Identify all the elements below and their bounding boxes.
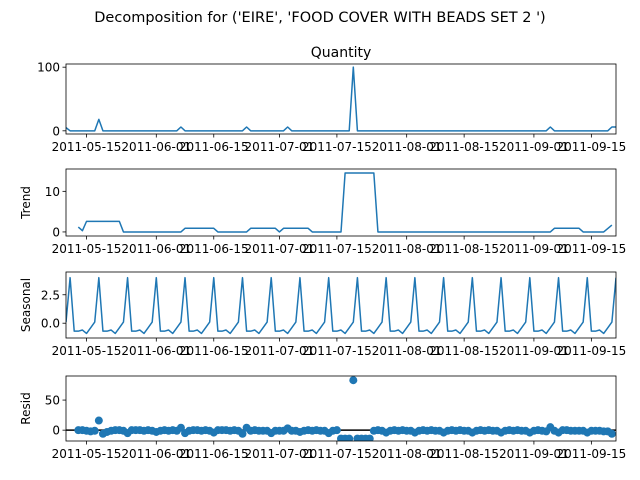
y-tick-label: 0 — [52, 424, 60, 438]
series-group — [77, 172, 613, 233]
resid-point — [90, 426, 99, 435]
axes-frame — [65, 63, 617, 135]
series-group — [74, 376, 616, 441]
x-tick-label: 2011-06-01 — [121, 447, 191, 461]
x-tick-label: 2011-06-01 — [121, 344, 191, 358]
x-tick-label: 2011-05-15 — [52, 344, 122, 358]
y-tick-label: 2.5 — [41, 288, 60, 302]
x-tick-label: 2011-08-15 — [429, 242, 499, 256]
x-tick-label: 2011-09-01 — [499, 447, 569, 461]
x-tick-label: 2011-09-15 — [556, 140, 626, 154]
y-axis-label: Seasonal — [19, 278, 33, 332]
x-tick-label: 2011-07-15 — [302, 140, 372, 154]
axes-frame — [65, 271, 617, 339]
series-line — [77, 172, 613, 233]
resid-point — [238, 429, 247, 438]
resid-point — [345, 434, 354, 441]
x-tick-label: 2011-07-01 — [245, 447, 315, 461]
resid-point — [607, 429, 616, 438]
x-tick-label: 2011-08-01 — [372, 447, 442, 461]
x-tick-label: 2011-09-15 — [556, 447, 626, 461]
x-tick-label: 2011-05-15 — [52, 140, 122, 154]
x-tick-label: 2011-08-01 — [372, 242, 442, 256]
x-tick-label: 2011-07-01 — [245, 242, 315, 256]
x-tick-label: 2011-09-01 — [499, 344, 569, 358]
x-tick-label: 2011-09-15 — [556, 344, 626, 358]
x-tick-label: 2011-09-01 — [499, 140, 569, 154]
panel-1: Quantity 0 100 2011-05-15 2011-06-012011-06-… — [37, 45, 626, 154]
y-tick-label: 0.0 — [41, 317, 60, 331]
axes-frame — [65, 168, 617, 237]
seasonal-line — [66, 276, 616, 335]
axes-frame — [65, 375, 617, 442]
y-tick-label: 0 — [52, 225, 60, 239]
resid-point — [349, 376, 358, 385]
x-tick-label: 2011-07-01 — [245, 140, 315, 154]
figure-suptitle: Decomposition for ('EIRE', 'FOOD COVER W… — [94, 10, 545, 26]
x-tick-label: 2011-09-01 — [499, 242, 569, 256]
y-tick-label: 10 — [45, 185, 60, 199]
x-tick-label: 2011-08-01 — [372, 344, 442, 358]
x-tick-label: 2011-06-15 — [179, 140, 249, 154]
x-tick-label: 2011-09-15 — [556, 242, 626, 256]
x-tick-label: 2011-08-15 — [429, 140, 499, 154]
x-tick-label: 2011-07-15 — [302, 344, 372, 358]
x-tick-label: 2011-08-15 — [429, 447, 499, 461]
resid-point — [176, 423, 185, 432]
y-tick-label: 50 — [45, 394, 60, 408]
x-tick-label: 2011-05-15 — [52, 242, 122, 256]
series-group — [66, 66, 616, 132]
resid-point — [94, 416, 103, 425]
y-axis-label: Trend — [19, 186, 33, 220]
x-tick-label: 2011-07-01 — [245, 344, 315, 358]
series-group — [66, 276, 616, 335]
resid-point — [332, 426, 341, 435]
x-tick-label: 2011-08-01 — [372, 140, 442, 154]
panel-title: Quantity — [311, 45, 372, 61]
y-axis-label: Resid — [19, 392, 33, 424]
x-tick-label: 2011-06-15 — [179, 344, 249, 358]
x-tick-label: 2011-06-01 — [121, 140, 191, 154]
x-tick-label: 2011-06-15 — [179, 242, 249, 256]
x-tick-label: 2011-08-15 — [429, 344, 499, 358]
x-tick-label: 2011-07-15 — [302, 242, 372, 256]
y-tick-label: 0 — [52, 124, 60, 138]
series-line — [66, 66, 616, 132]
x-tick-label: 2011-07-15 — [302, 447, 372, 461]
resid-point — [365, 434, 374, 441]
x-tick-label: 2011-06-01 — [121, 242, 191, 256]
x-tick-label: 2011-05-15 — [52, 447, 122, 461]
y-tick-label: 100 — [37, 61, 60, 75]
x-tick-label: 2011-06-15 — [179, 447, 249, 461]
